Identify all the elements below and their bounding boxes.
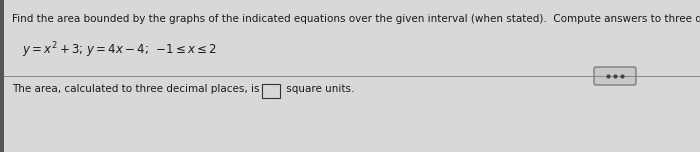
Text: The area, calculated to three decimal places, is: The area, calculated to three decimal pl… xyxy=(12,84,260,94)
FancyBboxPatch shape xyxy=(262,84,280,98)
FancyBboxPatch shape xyxy=(0,0,4,152)
FancyBboxPatch shape xyxy=(594,67,636,85)
FancyBboxPatch shape xyxy=(4,0,700,152)
Text: square units.: square units. xyxy=(283,84,354,94)
Text: $y=x^2+3$; $y=4x-4$;  $-1\leq x\leq 2$: $y=x^2+3$; $y=4x-4$; $-1\leq x\leq 2$ xyxy=(22,40,217,60)
Text: Find the area bounded by the graphs of the indicated equations over the given in: Find the area bounded by the graphs of t… xyxy=(12,14,700,24)
